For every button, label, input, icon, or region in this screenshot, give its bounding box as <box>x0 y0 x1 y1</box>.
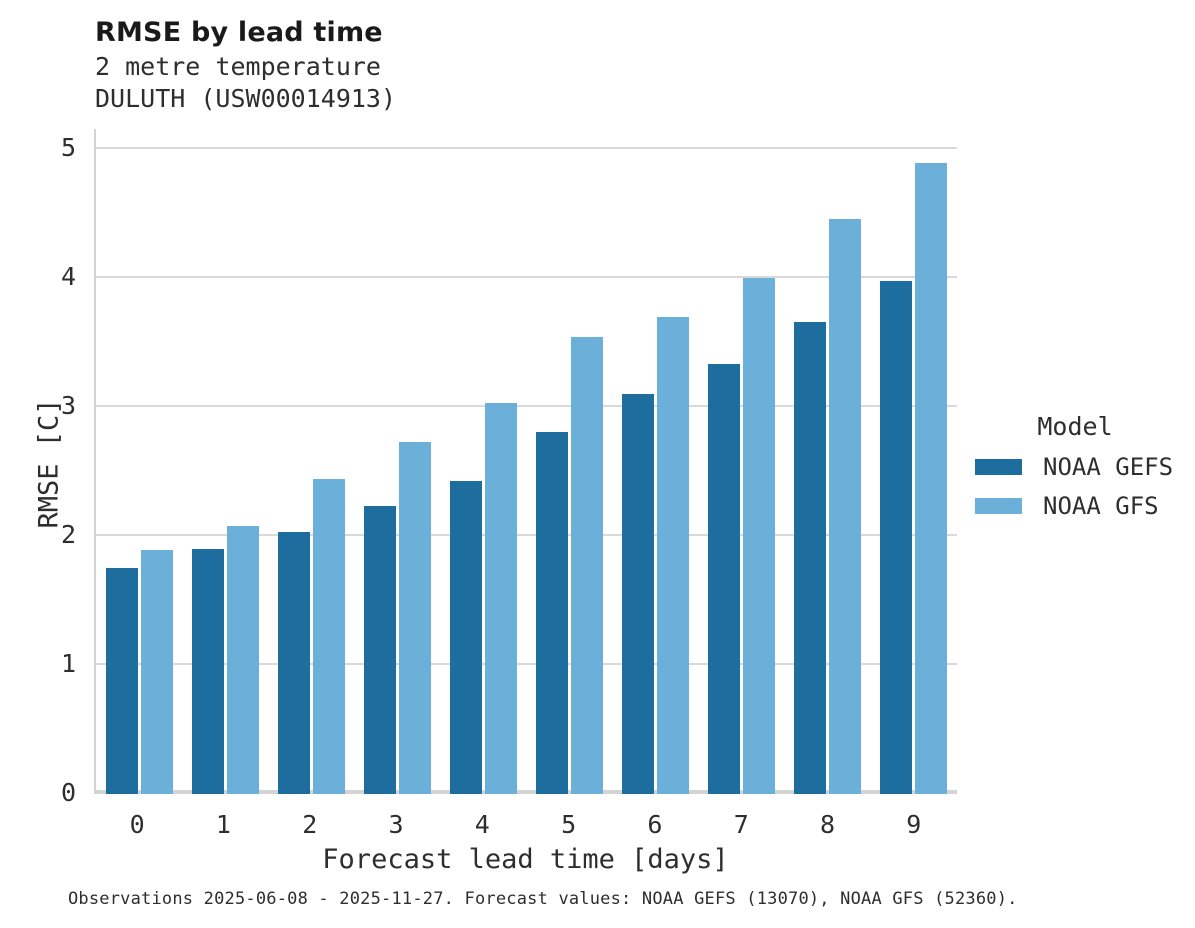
bar-group-lead-1 <box>182 129 268 794</box>
bar-group-lead-0 <box>96 129 182 794</box>
bar-noaa-gefs-lead-3 <box>363 506 396 794</box>
y-tick-label-1: 1 <box>60 649 76 678</box>
bar-noaa-gefs-lead-0 <box>105 568 138 794</box>
legend: Model NOAA GEFS NOAA GFS <box>975 412 1175 531</box>
x-tick-label-1: 1 <box>215 810 231 839</box>
bar-noaa-gfs-lead-7 <box>743 278 776 794</box>
chart-title: RMSE by lead time <box>95 17 383 48</box>
x-tick-label-2: 2 <box>302 810 318 839</box>
legend-title: Model <box>1037 412 1113 441</box>
bar-noaa-gefs-lead-8 <box>794 321 827 794</box>
y-tick-label-4: 4 <box>60 262 76 291</box>
x-tick-label-0: 0 <box>129 810 145 839</box>
bar-group-lead-3 <box>354 129 440 794</box>
bar-noaa-gfs-lead-3 <box>398 441 431 794</box>
x-tick-label-9: 9 <box>906 810 922 839</box>
x-tick-labels: 0 1 2 3 4 5 6 7 8 9 <box>94 810 957 839</box>
bar-groups <box>96 129 957 794</box>
legend-item-noaa-gefs: NOAA GEFS <box>975 453 1175 481</box>
bar-noaa-gfs-lead-9 <box>915 163 948 794</box>
y-tick-label-0: 0 <box>60 778 76 807</box>
bar-noaa-gfs-lead-6 <box>657 316 690 794</box>
bar-noaa-gfs-lead-8 <box>829 218 862 794</box>
y-tick-label-5: 5 <box>60 133 76 162</box>
y-tick-labels: 0 1 2 3 4 5 <box>0 0 76 928</box>
legend-swatch-noaa-gefs <box>975 459 1022 475</box>
bar-noaa-gefs-lead-9 <box>880 280 913 794</box>
gridline-y-1 <box>96 663 957 665</box>
x-tick-label-7: 7 <box>733 810 749 839</box>
bar-noaa-gefs-lead-5 <box>536 431 569 794</box>
bar-group-lead-4 <box>440 129 526 794</box>
x-tick-label-8: 8 <box>819 810 836 839</box>
bar-group-lead-6 <box>613 129 699 794</box>
plot-area <box>94 129 957 794</box>
bar-noaa-gefs-lead-1 <box>191 548 224 794</box>
legend-label-noaa-gfs: NOAA GFS <box>1043 492 1159 520</box>
gridline-y-5 <box>96 147 957 149</box>
bar-noaa-gefs-lead-7 <box>708 364 741 794</box>
x-tick-label-3: 3 <box>388 810 404 839</box>
chart-subtitle-variable: 2 metre temperature <box>95 52 381 81</box>
x-axis-line <box>94 790 957 794</box>
bar-noaa-gefs-lead-4 <box>449 480 482 794</box>
bar-group-lead-5 <box>526 129 612 794</box>
bar-group-lead-7 <box>699 129 785 794</box>
legend-label-noaa-gefs: NOAA GEFS <box>1043 453 1174 481</box>
y-tick-label-2: 2 <box>60 520 76 549</box>
bar-noaa-gfs-lead-5 <box>571 337 604 794</box>
chart-header: RMSE by lead time 2 metre temperature DU… <box>95 16 396 113</box>
bar-noaa-gfs-lead-1 <box>226 525 259 794</box>
bar-group-lead-8 <box>785 129 871 794</box>
x-tick-label-4: 4 <box>474 810 490 839</box>
x-axis-title: Forecast lead time [days] <box>322 844 729 875</box>
gridline-y-4 <box>96 276 957 278</box>
caption: Observations 2025-06-08 - 2025-11-27. Fo… <box>68 889 1018 909</box>
y-tick-label-3: 3 <box>60 391 76 420</box>
x-tick-label-6: 6 <box>647 810 663 839</box>
legend-swatch-noaa-gfs <box>975 498 1022 514</box>
legend-item-noaa-gfs: NOAA GFS <box>975 492 1175 520</box>
x-tick-label-5: 5 <box>561 810 577 839</box>
bar-group-lead-2 <box>268 129 354 794</box>
bar-noaa-gfs-lead-4 <box>484 403 517 794</box>
gridline-y-3 <box>96 405 957 407</box>
bar-noaa-gefs-lead-2 <box>277 532 310 794</box>
bar-group-lead-9 <box>871 129 957 794</box>
bar-noaa-gfs-lead-0 <box>140 550 173 794</box>
chart-subtitle-station: DULUTH (USW00014913) <box>95 84 397 113</box>
bar-noaa-gfs-lead-2 <box>312 479 345 794</box>
gridline-y-2 <box>96 534 957 536</box>
bar-noaa-gefs-lead-6 <box>622 394 655 794</box>
